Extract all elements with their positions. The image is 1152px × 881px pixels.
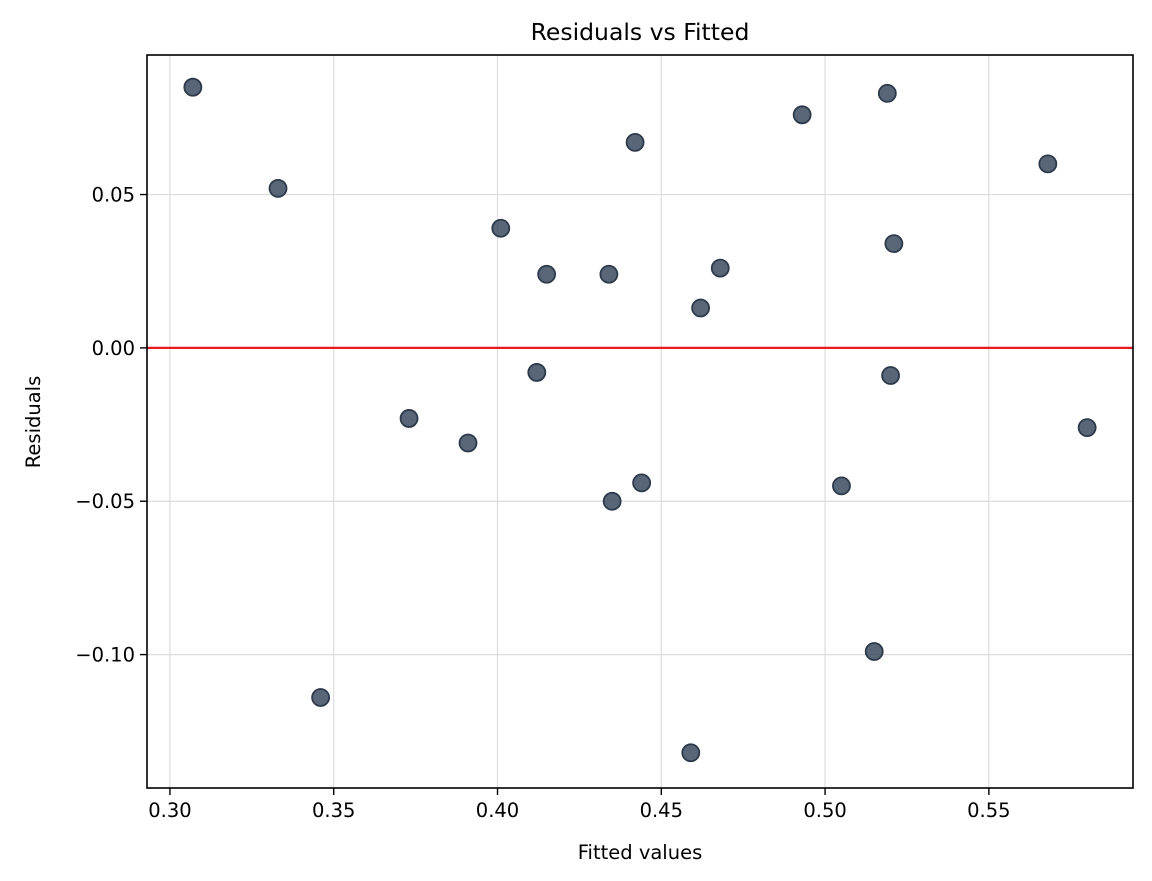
data-point — [625, 133, 645, 152]
data-point — [602, 491, 622, 511]
data-point — [864, 642, 884, 661]
data-point — [632, 473, 652, 493]
y-tick-label: −0.05 — [75, 490, 135, 513]
x-tick-label: 0.35 — [312, 799, 355, 822]
data-point — [537, 264, 557, 284]
data-point — [458, 433, 478, 453]
data-point — [599, 264, 619, 284]
x-tick-label: 0.55 — [967, 799, 1010, 822]
data-point — [1077, 418, 1097, 438]
y-tick-label: 0.00 — [92, 337, 135, 360]
points-layer — [183, 77, 1097, 763]
plot-frame — [146, 54, 1134, 789]
data-point — [311, 688, 331, 707]
x-ticks: 0.30 0.35 0.40 0.45 0.50 0.55 — [148, 788, 1011, 822]
data-point — [691, 298, 711, 318]
x-tick-label: 0.45 — [640, 799, 683, 822]
y-tick-label: −0.10 — [75, 644, 135, 667]
data-point — [710, 258, 730, 278]
chart-title: Residuals vs Fitted — [531, 18, 750, 46]
x-tick-label: 0.30 — [148, 799, 191, 822]
data-point — [881, 366, 900, 385]
data-point — [832, 476, 851, 496]
data-point — [399, 409, 419, 428]
data-point — [792, 105, 812, 125]
y-ticks: −0.10 −0.05 0.00 0.05 — [75, 184, 147, 667]
x-tick-label: 0.40 — [476, 799, 519, 822]
data-point — [1038, 154, 1058, 174]
y-tick-label: 0.05 — [92, 184, 135, 207]
data-point — [527, 363, 547, 382]
data-point — [183, 77, 203, 97]
data-point — [877, 83, 897, 103]
x-axis-label: Fitted values — [578, 841, 703, 864]
data-point — [681, 743, 701, 763]
y-axis-label: Residuals — [22, 376, 45, 469]
x-tick-label: 0.50 — [803, 799, 846, 822]
data-point — [268, 179, 288, 198]
data-point — [491, 218, 511, 238]
data-point — [884, 234, 904, 254]
